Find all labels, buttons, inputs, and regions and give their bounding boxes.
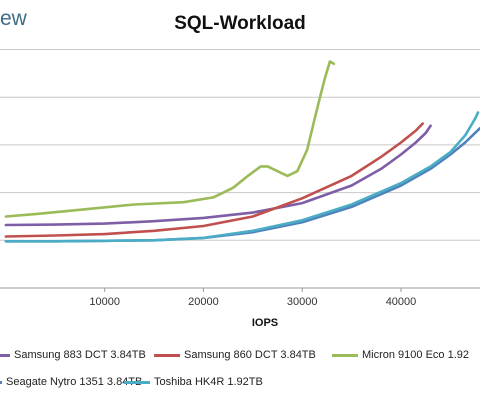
- x-tick-label: 10000: [89, 296, 120, 308]
- gridlines: [0, 49, 480, 241]
- sql-workload-chart: 10000 20000 30000 40000: [0, 49, 480, 308]
- x-tick-label: 30000: [287, 296, 318, 308]
- series-line-2: [4, 122, 424, 238]
- legend-label: Micron 9100 Eco 1.92: [362, 349, 470, 361]
- legend-item-micron-9100: Micron 9100 Eco 1.92: [332, 349, 469, 361]
- legend-swatch: [0, 353, 10, 357]
- legend-item-samsung-860: Samsung 860 DCT 3.84TB: [154, 349, 316, 361]
- chart-title: SQL-Workload: [174, 13, 306, 34]
- x-axis: 10000 20000 30000 40000: [0, 287, 480, 308]
- legend-swatch: [0, 380, 2, 384]
- legend-swatch: [332, 353, 358, 357]
- x-tick-label: 40000: [386, 296, 417, 308]
- legend-label: Toshiba HK4R 1.92TB: [154, 376, 263, 388]
- x-tick-label: 20000: [188, 296, 219, 308]
- series-line-3: [4, 60, 336, 218]
- legend-label: Samsung 883 DCT 3.84TB: [14, 349, 146, 361]
- x-axis-label: IOPS: [251, 317, 279, 329]
- legend-item-seagate-nytro: Seagate Nytro 1351 3.84TB: [0, 376, 142, 388]
- legend-label: Seagate Nytro 1351 3.84TB: [6, 376, 143, 388]
- series-line-1: [4, 124, 432, 227]
- series-line-5: [4, 111, 480, 243]
- series-lines: [4, 60, 480, 243]
- legend-label: Samsung 860 DCT 3.84TB: [184, 349, 316, 361]
- brand-logo-text: ew: [0, 7, 27, 30]
- legend: Samsung 883 DCT 3.84TB Samsung 860 DCT 3…: [0, 344, 480, 401]
- legend-swatch: [124, 380, 150, 384]
- legend-item-toshiba-hk4r: Toshiba HK4R 1.92TB: [124, 376, 263, 388]
- legend-swatch: [154, 353, 180, 357]
- legend-item-samsung-883: Samsung 883 DCT 3.84TB: [0, 349, 146, 361]
